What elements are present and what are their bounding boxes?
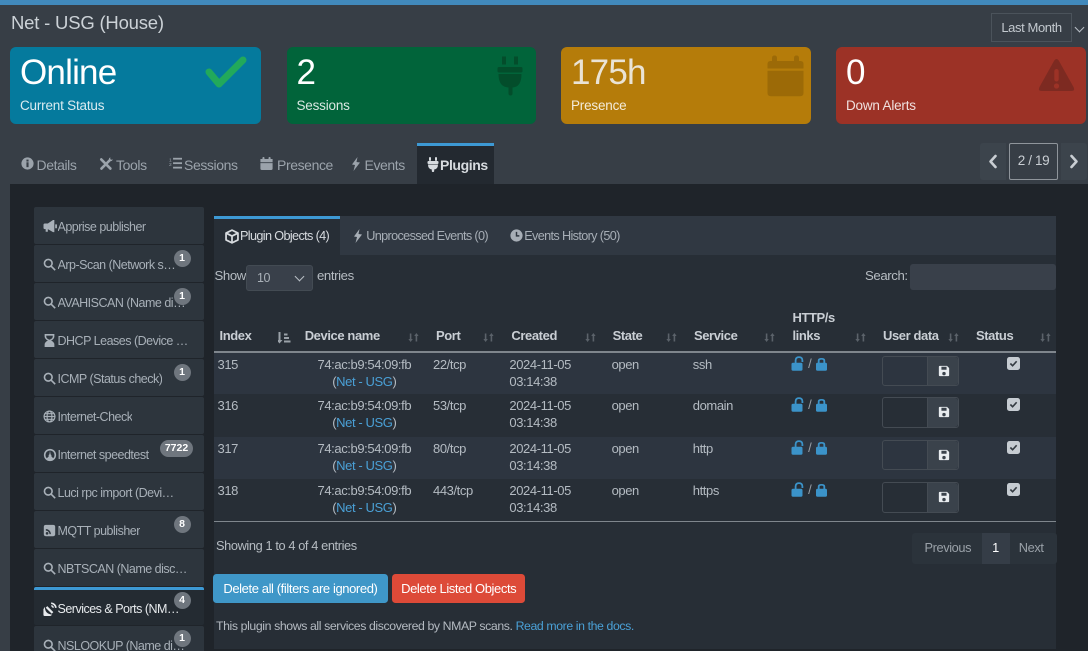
svg-text:2: 2: [169, 162, 172, 168]
svg-text:1: 1: [169, 157, 172, 163]
